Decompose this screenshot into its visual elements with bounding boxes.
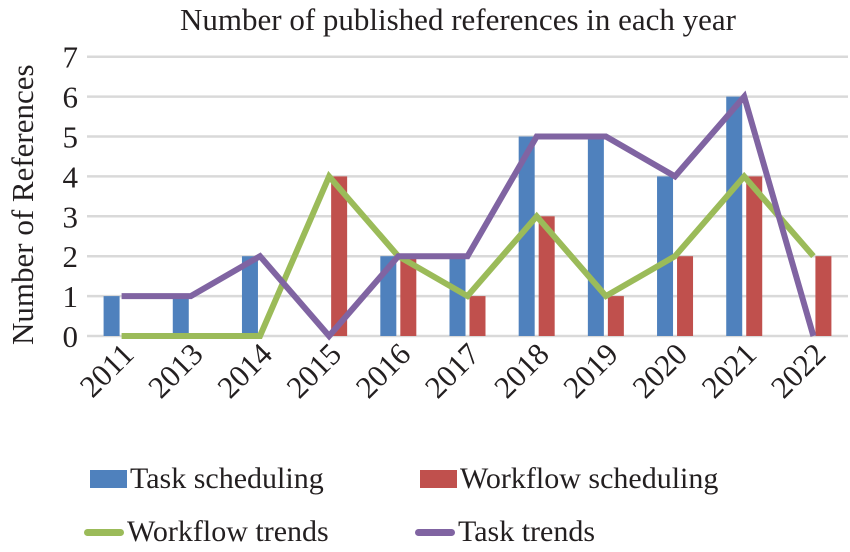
bars bbox=[103, 96, 832, 336]
x-tick-label: 2015 bbox=[279, 336, 348, 405]
legend-item-workflow-scheduling: Workflow scheduling bbox=[420, 462, 718, 496]
x-tick-label: 2018 bbox=[487, 336, 556, 405]
bar-workflow-scheduling bbox=[677, 256, 694, 336]
bar-workflow-scheduling bbox=[815, 256, 832, 336]
line-task-trends bbox=[121, 90, 817, 341]
bar-task-scheduling bbox=[587, 136, 604, 336]
bar-workflow-scheduling bbox=[331, 176, 348, 336]
x-tick-label: 2020 bbox=[625, 336, 694, 405]
bar-task-scheduling bbox=[103, 296, 120, 336]
x-tick-label: 2017 bbox=[418, 336, 487, 405]
y-tick-label: 3 bbox=[63, 199, 79, 234]
legend-item-workflow-trends: Workflow trends bbox=[84, 515, 329, 549]
x-tick-label: 2013 bbox=[141, 336, 210, 405]
bar-task-scheduling bbox=[657, 176, 674, 336]
bar-workflow-scheduling bbox=[607, 296, 624, 336]
bar-workflow-scheduling bbox=[538, 216, 555, 336]
y-tick-label: 5 bbox=[63, 120, 79, 155]
bar-task-scheduling bbox=[449, 256, 466, 336]
legend-label: Workflow scheduling bbox=[460, 462, 719, 495]
x-tick-label: 2022 bbox=[764, 336, 833, 405]
x-tick-label: 2014 bbox=[210, 336, 279, 405]
line-workflow-trends bbox=[121, 170, 816, 339]
y-tick-label: 4 bbox=[63, 159, 79, 194]
task-trends-swatch bbox=[415, 528, 455, 536]
legend-item-task-trends: Task trends bbox=[415, 515, 595, 549]
bar-task-scheduling bbox=[726, 96, 743, 336]
x-tick-label: 2021 bbox=[695, 336, 764, 405]
x-tick-label: 2016 bbox=[349, 336, 418, 405]
y-tick-label: 2 bbox=[63, 239, 79, 274]
bar-task-scheduling bbox=[172, 296, 189, 336]
legend-label: Task scheduling bbox=[130, 462, 324, 495]
legend-label: Task trends bbox=[458, 515, 596, 548]
x-axis-ticks: 2011 2013 2014 2015 2016 2017 2018 2019 2020 2021… bbox=[73, 336, 833, 405]
bar-task-scheduling bbox=[241, 256, 258, 336]
workflow-scheduling-swatch bbox=[420, 470, 457, 488]
chart-title: Number of published references in each y… bbox=[179, 2, 737, 37]
x-tick-label: 2011 bbox=[73, 336, 141, 404]
workflow-trends-swatch bbox=[84, 528, 124, 536]
y-tick-label: 7 bbox=[63, 40, 79, 75]
y-tick-label: 0 bbox=[63, 319, 79, 354]
x-tick-label: 2019 bbox=[556, 336, 625, 405]
task-scheduling-swatch bbox=[90, 470, 127, 488]
legend-label: Workflow trends bbox=[127, 515, 329, 548]
bar-workflow-scheduling bbox=[400, 256, 417, 336]
y-tick-label: 1 bbox=[63, 279, 79, 314]
y-axis-ticks: 0 1 2 3 4 5 6 7 bbox=[63, 40, 79, 354]
y-tick-label: 6 bbox=[63, 80, 79, 115]
trend-lines bbox=[121, 90, 817, 341]
legend-item-task-scheduling: Task scheduling bbox=[90, 462, 324, 496]
bar-task-scheduling bbox=[518, 136, 535, 336]
bar-workflow-scheduling bbox=[469, 296, 486, 336]
bar-workflow-scheduling bbox=[746, 176, 763, 336]
